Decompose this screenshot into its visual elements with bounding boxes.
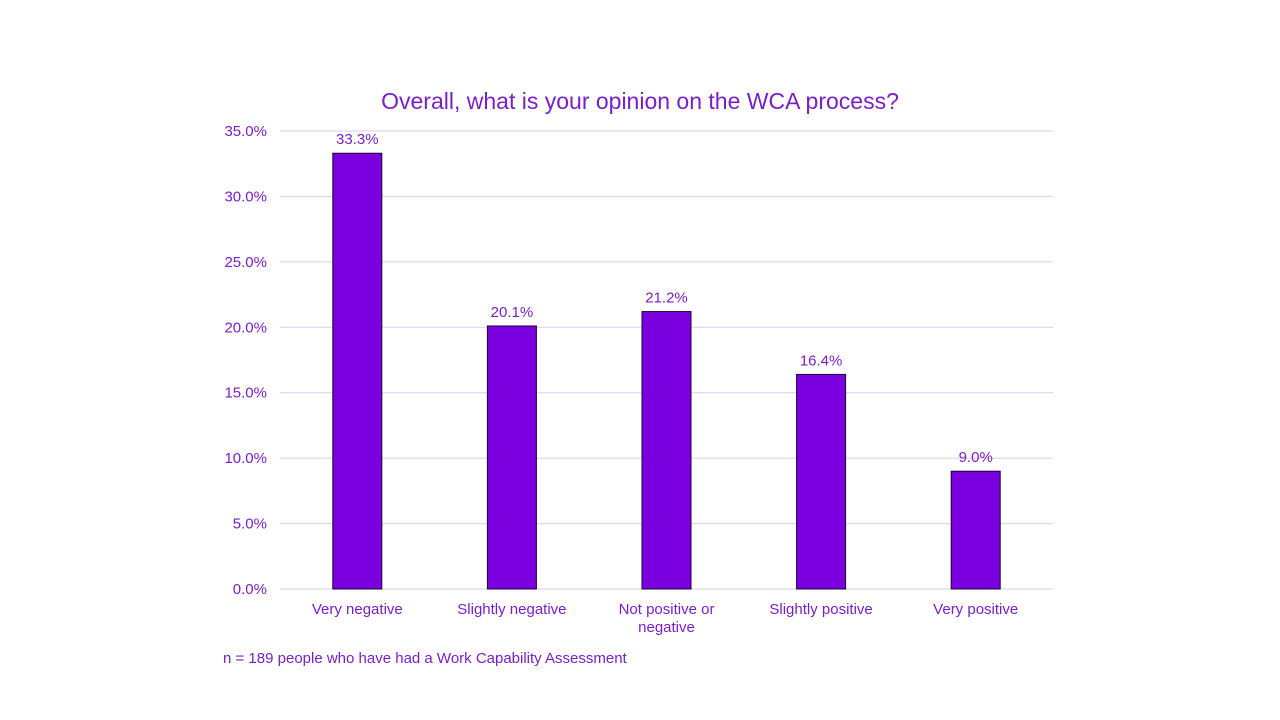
data-label: 21.2% [645,290,688,307]
bar [641,311,692,590]
footnote: n = 189 people who have had a Work Capab… [223,650,627,667]
x-tick-label: Slightly positive [769,601,872,618]
x-tick-label: Slightly negative [457,601,566,618]
bar [486,325,537,590]
y-tick-label: 25.0% [224,254,267,271]
bar [796,373,847,590]
chart-title: Overall, what is your opinion on the WCA… [381,88,899,114]
bar [332,152,383,590]
data-label: 9.0% [959,449,993,466]
x-tick-label: Not positive or negative [619,601,715,636]
x-tick-label: Very positive [933,601,1018,618]
data-label: 16.4% [800,352,843,369]
y-tick-label: 20.0% [224,319,267,336]
y-tick-label: 30.0% [224,188,267,205]
y-tick-label: 15.0% [224,385,267,402]
data-label: 20.1% [491,304,534,321]
data-label: 33.3% [336,131,379,148]
y-tick-label: 35.0% [224,123,267,140]
y-tick-label: 10.0% [224,450,267,467]
y-tick-label: 0.0% [233,581,267,598]
bar [950,470,1001,590]
y-tick-label: 5.0% [233,516,267,533]
x-tick-label: Very negative [312,601,403,618]
